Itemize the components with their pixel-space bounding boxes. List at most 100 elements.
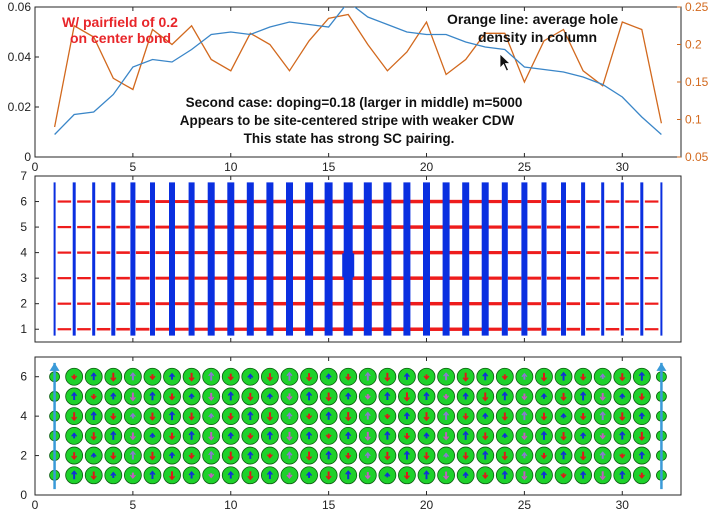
vertical-bond	[561, 182, 566, 336]
spin-arrow-head	[208, 436, 215, 441]
line-y2-tick-label: 0.05	[685, 150, 709, 164]
spin-arrow-head	[521, 475, 528, 481]
spin-arrow-head	[247, 373, 254, 378]
spin-arrow-head	[423, 375, 430, 381]
vertical-bond	[169, 182, 175, 336]
spin-arrow-head	[599, 373, 606, 378]
vertical-bond	[383, 182, 392, 336]
spin-arrow-head	[580, 391, 587, 396]
spin-arrow-head	[306, 456, 313, 461]
spin-arrow-head	[423, 432, 430, 437]
spin-arrow-head	[638, 412, 645, 417]
vertical-bond	[442, 182, 450, 336]
vertical-bond	[481, 182, 489, 336]
line-y-tick-label: 0.04	[8, 50, 32, 64]
spin-arrow-head	[580, 432, 587, 437]
spin-arrow-head	[619, 393, 626, 398]
bond-y-tick-label: 2	[20, 297, 27, 311]
bond-y-tick-label: 3	[20, 271, 27, 285]
spin-arrow-head	[521, 395, 528, 401]
spin-arrow-head	[188, 471, 195, 476]
vertical-bond	[188, 182, 195, 336]
spin-arrow-head	[540, 416, 547, 421]
spin-arrow-head	[90, 452, 97, 457]
vertical-bond	[541, 182, 547, 336]
spin-arrow-head	[638, 396, 645, 401]
line-chart-panel: 0 5 10 15 20 25 30 0 0.02 0.04 0.06 0.05 0.1 0.15 0.2 0…	[8, 0, 709, 174]
spin-arrow-head	[501, 391, 508, 396]
spin-arrow-head	[71, 432, 78, 437]
spin-arrow-head	[188, 454, 195, 460]
spin-arrow-head	[71, 455, 78, 460]
spin-arrow-head	[560, 450, 567, 456]
spin-arrow-head	[638, 436, 645, 441]
spin-arrow-head	[501, 432, 508, 438]
spin-arrow-head	[266, 454, 273, 459]
spin-arrow-head	[384, 472, 391, 477]
spin-arrow-head	[482, 474, 489, 480]
spin-arrow-head	[325, 373, 332, 378]
spin-arrow-head	[423, 455, 430, 460]
spin-arrow-head	[110, 455, 117, 460]
line-y2-tick-label: 0.25	[685, 0, 709, 14]
spin-arrow-head	[403, 372, 410, 378]
vertical-bond	[92, 182, 96, 336]
spin-arrow-head	[149, 416, 156, 421]
spin-arrow-head	[247, 396, 254, 401]
bond-lattice-axes-box	[34, 175, 682, 343]
spin-arrow-head	[286, 412, 293, 417]
vertical-bond	[403, 182, 411, 336]
spin-arrow-head	[364, 371, 371, 377]
spin-arrow-head	[247, 434, 254, 440]
spin-arrow-head	[325, 475, 332, 481]
spin-arrow-head	[266, 393, 273, 398]
case-annotation-line3: This state has strong SC pairing.	[244, 131, 455, 146]
line-x-tick-label: 5	[130, 160, 137, 174]
spin-x-tick-label: 5	[130, 498, 137, 512]
spin-arrow-head	[247, 475, 254, 481]
spin-arrow-head	[227, 470, 234, 476]
spin-arrow-head	[110, 415, 117, 421]
spin-arrow-head	[169, 435, 176, 441]
spin-arrow-head	[286, 474, 293, 479]
spin-x-tick-label: 10	[224, 498, 238, 512]
spin-y-tick-label: 0	[20, 488, 27, 502]
spin-arrow-head	[345, 392, 352, 397]
spin-arrow-head	[345, 470, 352, 475]
spin-arrow-head	[580, 470, 587, 476]
spin-arrow-head	[403, 475, 410, 480]
spin-arrow-head	[619, 470, 626, 476]
spin-arrow-head	[208, 450, 215, 456]
spin-arrow-head	[364, 395, 371, 400]
spin-arrow-head	[403, 412, 410, 417]
spin-arrow-head	[90, 475, 97, 481]
spin-x-tick-label: 20	[420, 498, 434, 512]
spin-arrow-head	[384, 431, 391, 436]
vertical-bond	[324, 182, 333, 336]
spin-arrow-head	[560, 436, 567, 441]
spin-arrow-head	[90, 436, 97, 441]
spin-arrow-head	[443, 452, 450, 457]
spin-arrow-head	[110, 377, 117, 382]
spin-arrow-head	[540, 471, 547, 476]
spin-y-tick-label: 6	[20, 370, 27, 384]
spin-y-tick-label: 2	[20, 449, 27, 463]
vertical-bond	[53, 182, 56, 336]
spin-lattice-ticks: 0 5 10 15 20 25 30 0 2 4 6	[20, 357, 629, 512]
spin-arrow-head	[560, 371, 567, 377]
spin-arrow-head	[580, 456, 587, 461]
hole-density-series-line	[53, 13, 663, 128]
spin-arrow-head	[325, 450, 332, 456]
spin-arrow-head	[482, 372, 489, 377]
line-y-tick-label: 0.06	[8, 0, 32, 14]
line-y-tick-label: 0	[24, 150, 31, 164]
spin-arrow-head	[423, 391, 430, 397]
vertical-bond	[227, 182, 235, 336]
spin-arrow-head	[208, 396, 215, 401]
spin-arrow-head	[129, 372, 136, 377]
pairfield-annotation-line2: on center bond	[70, 30, 171, 46]
spin-arrow-head	[403, 435, 410, 440]
spin-arrow-head	[129, 412, 136, 418]
bond-lattice-ticks: 1 2 3 4 5 6 7	[20, 169, 623, 342]
spin-arrow-head	[169, 372, 176, 378]
